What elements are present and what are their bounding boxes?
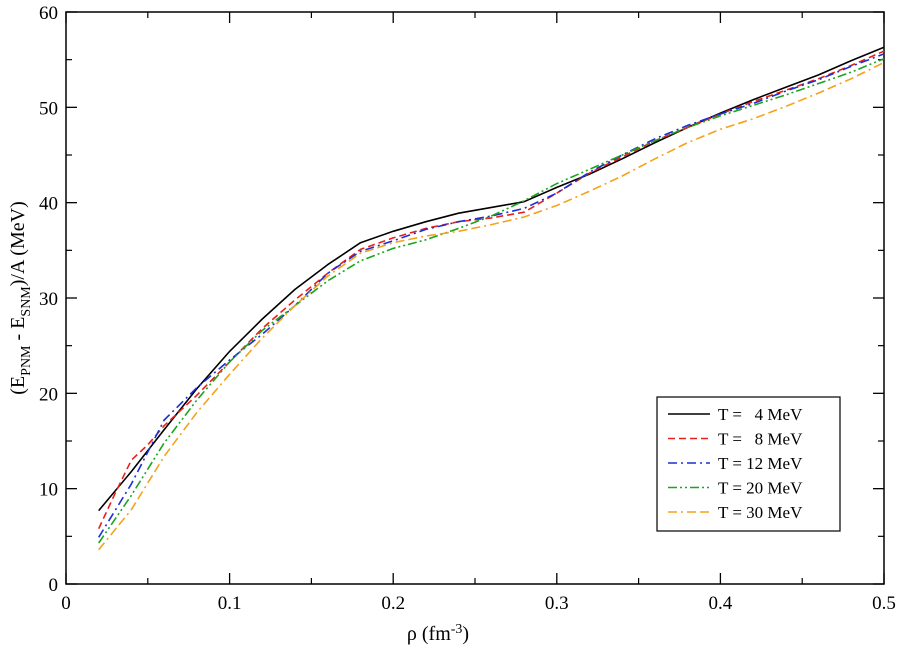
y-axis-label: (EPNM - ESNM)/A (MeV) <box>7 201 34 394</box>
y-tick-label: 0 <box>49 575 59 596</box>
y-tick-label: 10 <box>39 480 58 501</box>
x-tick-labels: 0 0.1 0.2 0.3 0.4 0.5 <box>61 593 896 614</box>
x-tick-label: 0.1 <box>218 593 242 614</box>
y-tick-label: 30 <box>39 289 58 310</box>
legend-label-5: T = 30 MeV <box>718 503 803 522</box>
series-line-4 <box>98 57 885 544</box>
y-tick-label: 40 <box>39 194 58 215</box>
x-axis-label: ρ (fm-3) <box>407 622 469 645</box>
legend-label-3: T = 12 MeV <box>718 454 803 473</box>
x-tick-label: 0.2 <box>381 593 405 614</box>
y-tick-label: 60 <box>39 3 58 24</box>
axis-ticks <box>65 11 885 585</box>
x-tick-label: 0.5 <box>872 593 896 614</box>
legend: T = 4 MeV T = 8 MeV T = 12 MeV T = 20 MeV T … <box>656 396 841 532</box>
series-line-5 <box>98 61 885 551</box>
y-tick-label: 50 <box>39 98 58 119</box>
x-tick-label: 0.4 <box>709 593 733 614</box>
legend-label-1: T = 4 MeV <box>718 405 803 424</box>
series-lines <box>97 46 885 551</box>
x-tick-label: 0 <box>61 593 71 614</box>
series-line-1 <box>98 46 885 512</box>
legend-box <box>656 396 841 532</box>
y-tick-labels: 0 10 20 30 40 50 60 <box>39 3 58 596</box>
series-line-3 <box>98 53 885 538</box>
x-tick-label: 0.3 <box>545 593 569 614</box>
y-tick-label: 20 <box>39 384 58 405</box>
legend-label-2: T = 8 MeV <box>718 430 803 449</box>
legend-label-4: T = 20 MeV <box>718 479 803 498</box>
